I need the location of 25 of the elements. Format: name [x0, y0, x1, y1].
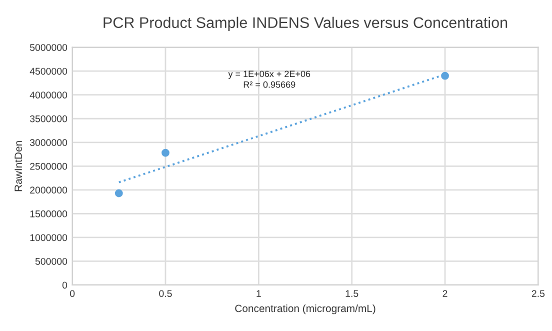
x-tick-label: 0.5: [159, 290, 172, 297]
annotation: y = 1E+06x + 2E+06: [228, 70, 310, 79]
y-tick-label: 3500000: [30, 115, 68, 122]
x-tick-label: 1: [256, 290, 261, 297]
annotation: R² = 0.95669: [244, 81, 296, 88]
y-tick-label: 500000: [35, 258, 68, 265]
x-axis-title: Concentration (microgram/mL): [235, 304, 376, 314]
y-tick-label: 4000000: [30, 92, 68, 98]
y-tick-label: 4500000: [30, 68, 68, 75]
point: [114, 189, 123, 198]
x-tick-label: 0: [70, 290, 75, 297]
y-tick-label: 1500000: [30, 210, 68, 218]
chart-title: PCR Product Sample INDENS Values versus Concentration: [104, 16, 508, 32]
x-tick-label: 2: [442, 290, 448, 297]
x-tick-label: 2.5: [532, 290, 545, 297]
y-tick-label: 3000000: [30, 139, 68, 146]
point: [441, 72, 449, 80]
y-tick-label: 1000000: [30, 234, 68, 242]
point: [162, 148, 170, 157]
y-tick-label: 0: [62, 282, 68, 289]
y-tick-label: 2000000: [30, 186, 68, 194]
x-tick-label: 1.5: [346, 290, 358, 297]
y-tick-label: 5000000: [30, 44, 68, 51]
y-axis-title: RawIntDen: [14, 141, 22, 192]
y-tick-label: 2500000: [30, 162, 68, 170]
